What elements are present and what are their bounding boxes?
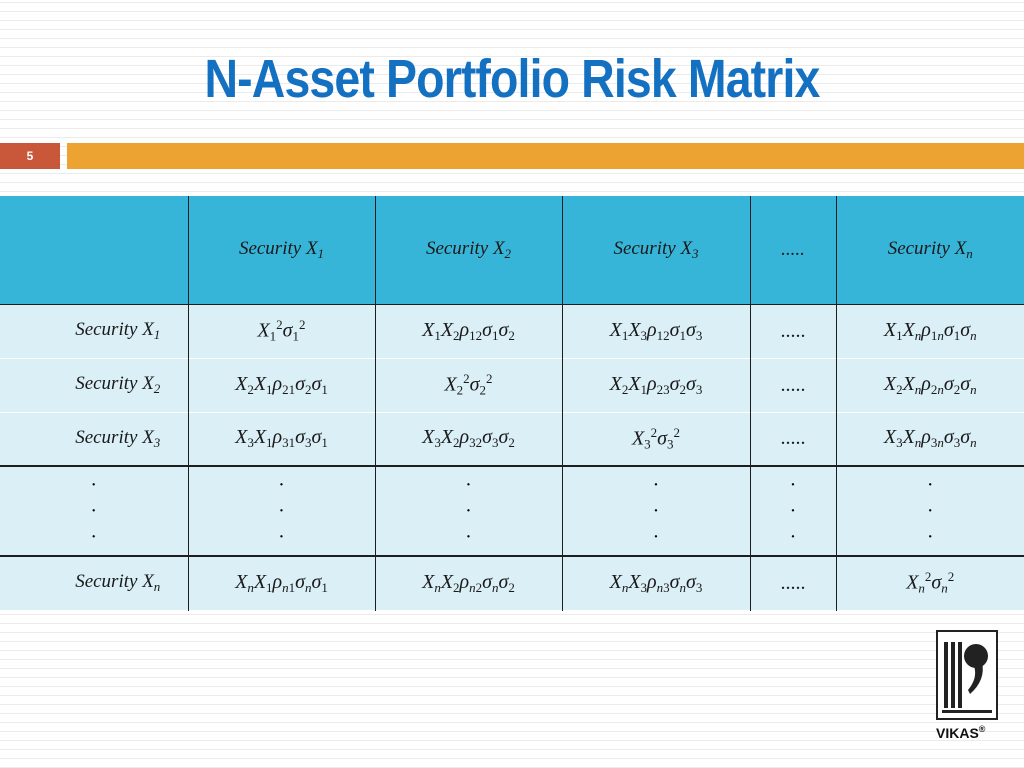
accent-bar <box>67 143 1024 169</box>
slide-title: N-Asset Portfolio Risk Matrix <box>204 49 820 109</box>
book-comma-logo-icon <box>936 630 998 720</box>
logo-brand-text: VIKAS® <box>936 724 986 741</box>
cell-n-1: XnX1ρn1σnσ1 <box>187 556 376 610</box>
cell-n-2: XnX2ρn2σnσ2 <box>374 556 563 610</box>
cell-2-n: X2Xnρ2nσ2σn <box>835 358 1024 412</box>
slide-number: 5 <box>0 143 60 169</box>
continuation-dots: · · · <box>561 466 751 556</box>
cell-2-2: X22σ22 <box>374 358 563 412</box>
cell-1-2: X1X2ρ12σ1σ2 <box>374 304 563 358</box>
row-header-x1: Security X1 <box>0 304 189 358</box>
cell-3-n: X3Xnρ3nσ3σn <box>835 412 1024 466</box>
corner-cell <box>0 196 189 305</box>
cell-1-3: X1X3ρ12σ1σ3 <box>561 304 751 358</box>
cell-1-ellipsis: ..... <box>749 304 837 358</box>
cell-1-n: X1Xnρ1nσ1σn <box>835 304 1024 358</box>
vikas-logo: VIKAS® <box>936 630 1000 746</box>
continuation-dots: · · · <box>0 466 189 556</box>
column-header-xn: Security Xn <box>835 196 1024 305</box>
table-row-xn: Security Xn XnX1ρn1σnσ1 XnX2ρn2σnσ2 XnX3… <box>0 556 1024 610</box>
column-header-x3: Security X3 <box>561 196 751 305</box>
cell-n-3: XnX3ρn3σnσ3 <box>561 556 751 610</box>
cell-2-1: X2X1ρ21σ2σ1 <box>187 358 376 412</box>
table-row-x2: Security X2 X2X1ρ21σ2σ1 X22σ22 X2X1ρ23σ2… <box>0 358 1024 412</box>
column-header-ellipsis: ..... <box>749 196 837 305</box>
column-header-x1: Security X1 <box>187 196 376 305</box>
column-header-x2: Security X2 <box>374 196 563 305</box>
cell-2-3: X2X1ρ23σ2σ3 <box>561 358 751 412</box>
cell-n-ellipsis: ..... <box>749 556 837 610</box>
cell-3-2: X3X2ρ32σ3σ2 <box>374 412 563 466</box>
row-header-x3: Security X3 <box>0 412 189 466</box>
row-header-x2: Security X2 <box>0 358 189 412</box>
risk-matrix-table: Security X1 Security X2 Security X3 ....… <box>0 196 1024 611</box>
cell-3-3: X32σ32 <box>561 412 751 466</box>
cell-3-ellipsis: ..... <box>749 412 837 466</box>
header-row: Security X1 Security X2 Security X3 ....… <box>0 196 1024 305</box>
table-row-continuation: · · · · · · · · · · · · · · · · · · <box>0 466 1024 556</box>
continuation-dots: · · · <box>835 466 1024 556</box>
table-row-x1: Security X1 X12σ12 X1X2ρ12σ1σ2 X1X3ρ12σ1… <box>0 304 1024 358</box>
row-header-xn: Security Xn <box>0 556 189 610</box>
cell-2-ellipsis: ..... <box>749 358 837 412</box>
table-row-x3: Security X3 X3X1ρ31σ3σ1 X3X2ρ32σ3σ2 X32σ… <box>0 412 1024 466</box>
continuation-dots: · · · <box>374 466 563 556</box>
continuation-dots: · · · <box>749 466 837 556</box>
cell-n-n: Xn2σn2 <box>835 556 1024 610</box>
cell-1-1: X12σ12 <box>187 304 376 358</box>
continuation-dots: · · · <box>187 466 376 556</box>
cell-3-1: X3X1ρ31σ3σ1 <box>187 412 376 466</box>
